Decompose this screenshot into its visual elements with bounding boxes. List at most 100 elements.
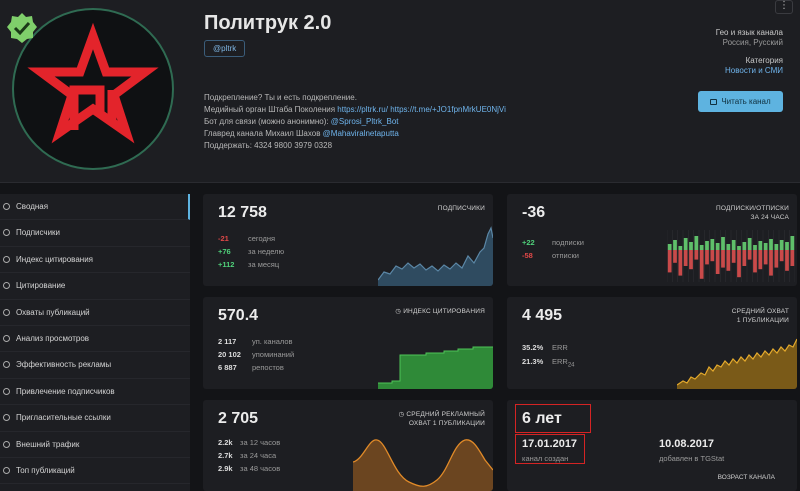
- unfollow-bar: [721, 250, 725, 268]
- follow-bar: [742, 242, 747, 250]
- stat-value: 2.9k: [218, 464, 233, 473]
- card-label-line: ОХВАТ 1 ПУБЛИКАЦИИ: [408, 420, 485, 427]
- stat-label: ERR: [552, 357, 568, 366]
- card-label-line: ◷ СРЕДНИЙ РЕКЛАМНЫЙ: [399, 410, 486, 419]
- desc-text: Медийный орган Штаба Поколения: [204, 105, 338, 114]
- card-label-line: ЗА 24 ЧАСА: [750, 214, 789, 221]
- sidebar-item-label: Привлечение подписчиков: [16, 386, 115, 396]
- follow-unfollow-bars: [667, 230, 795, 282]
- created-date: 17.01.2017: [522, 438, 578, 450]
- unfollow-bar: [710, 250, 715, 262]
- follow-bar: [694, 236, 699, 250]
- unfollow-bar: [683, 250, 688, 266]
- stat-value: +76: [218, 247, 231, 256]
- stat-label: упоминаний: [252, 350, 295, 359]
- sidebar-item-summary[interactable]: Сводная: [0, 194, 190, 221]
- created-label: канал создан: [522, 454, 569, 463]
- red-star-logo-icon: [27, 22, 159, 144]
- highlight-box-age: [515, 404, 591, 433]
- desc-line: Поддержать: 4324 9800 3979 0328: [204, 141, 333, 150]
- analysis-icon: [3, 334, 10, 342]
- stat-label: за 48 часов: [240, 464, 281, 473]
- sidebar-item-external-traffic[interactable]: Внешний трафик: [0, 432, 190, 458]
- follow-bar: [731, 240, 736, 250]
- stat-value: 2 117: [218, 337, 237, 346]
- kebab-menu-icon[interactable]: ⋮: [775, 0, 793, 14]
- sidebar-item-ad-efficiency[interactable]: Эффективность рекламы: [0, 352, 190, 379]
- card-follow-unfollow[interactable]: -36 ПОДПИСКИ/ОТПИСКИ ЗА 24 ЧАСА +22 подпис…: [507, 194, 797, 286]
- sidebar-item-views-analysis[interactable]: Анализ просмотров: [0, 326, 190, 353]
- site-link[interactable]: https://pltrk.ru/: [337, 105, 388, 114]
- card-label: СРЕДНИЙ ОХВАТ 1 ПУБЛИКАЦИИ: [732, 307, 789, 325]
- follow-bar: [678, 246, 683, 250]
- channel-avatar: [12, 8, 174, 170]
- follow-bar: [667, 244, 672, 250]
- added-date: 10.08.2017: [659, 438, 715, 450]
- subscribers-sparkline: [378, 226, 493, 286]
- bot-link[interactable]: @Sprosi_Pltrk_Bot: [330, 117, 399, 126]
- citation-step-chart: [378, 346, 493, 389]
- citation-index-value: 570.4: [218, 307, 259, 324]
- card-label-line: 1 ПУБЛИКАЦИИ: [736, 317, 789, 324]
- unfollow-bar: [737, 250, 741, 278]
- stat-label: отписки: [552, 251, 579, 260]
- sidebar-item-citation-index[interactable]: Индекс цитирования: [0, 247, 190, 274]
- stat-value: -21: [218, 234, 229, 243]
- card-label: ◷ СРЕДНИЙ РЕКЛАМНЫЙ ОХВАТ 1 ПУБЛИКАЦИИ: [399, 410, 486, 428]
- citation-index-icon: ◷: [395, 308, 404, 315]
- stat-label: за 12 часов: [240, 438, 281, 447]
- average-reach-value: 4 495: [522, 307, 563, 324]
- sidebar-item-top-posts[interactable]: Топ публикаций: [0, 458, 190, 485]
- stat-label: уп. каналов: [252, 337, 293, 346]
- card-label: ПОДПИСКИ/ОТПИСКИ ЗА 24 ЧАСА: [716, 204, 789, 222]
- stat-value: 35.2%: [522, 343, 544, 352]
- category-link[interactable]: Новости и СМИ: [725, 66, 783, 75]
- card-citation-index[interactable]: 570.4 ◷ ИНДЕКС ЦИТИРОВАНИЯ 2 117 уп. кана…: [203, 297, 493, 389]
- channel-handle-badge[interactable]: @pltrk: [204, 40, 246, 57]
- follow-bar: [715, 243, 720, 250]
- verified-badge-icon: [7, 13, 37, 43]
- editor-link[interactable]: @Mahaviralnetaputta: [322, 129, 399, 138]
- sidebar-item-reach[interactable]: Охваты публикаций: [0, 300, 190, 326]
- stat-row: +76 за неделю: [218, 247, 284, 256]
- ad-reach-value: 2 705: [218, 410, 259, 427]
- sidebar-item-invite-links[interactable]: Пригласительные ссылки: [0, 405, 190, 432]
- follow-bar: [705, 241, 709, 250]
- follow-bar: [769, 239, 773, 250]
- sidebar-item-label: Индекс цитирования: [16, 254, 94, 264]
- stat-row: 2 117 уп. каналов: [218, 337, 293, 346]
- follow-bar: [785, 242, 789, 250]
- follow-bar: [747, 238, 752, 250]
- read-channel-icon: [710, 99, 718, 105]
- sidebar-item-citing[interactable]: Цитирование: [0, 273, 190, 300]
- stat-subscript: 24: [567, 362, 575, 369]
- sidebar-item-label: Подписчики: [16, 228, 61, 238]
- sidebar-item-label: Эффективность рекламы: [16, 360, 112, 370]
- card-ad-reach[interactable]: 2 705 ◷ СРЕДНИЙ РЕКЛАМНЫЙ ОХВАТ 1 ПУБЛИКА…: [203, 400, 493, 491]
- unfollow-bar: [747, 250, 752, 260]
- desc-line: Подкрепление? Ты и есть подкрепление.: [204, 93, 357, 102]
- stat-value: 20 102: [218, 350, 241, 359]
- desc-line: Медийный орган Штаба Поколения https://p…: [204, 104, 506, 116]
- read-channel-button[interactable]: Читать канал: [698, 91, 783, 112]
- stat-label: сегодня: [248, 234, 276, 243]
- card-label-text: СРЕДНИЙ РЕКЛАМНЫЙ: [406, 411, 485, 418]
- sidebar-item-label: Цитирование: [16, 281, 66, 291]
- added-label: добавлен в TGStat: [659, 454, 725, 463]
- sidebar-item-subscribers[interactable]: Подписчики: [0, 220, 190, 247]
- unfollow-bar: [779, 250, 784, 262]
- card-average-reach[interactable]: 4 495 СРЕДНИЙ ОХВАТ 1 ПУБЛИКАЦИИ 35.2% ERR…: [507, 297, 797, 389]
- stat-row: -21 сегодня: [218, 234, 275, 243]
- stat-row: 21.3% ERR24: [522, 357, 575, 369]
- sidebar-item-label: Сводная: [16, 202, 49, 211]
- invite-link[interactable]: https://t.me/+JO1fpnMrkUE0NjVi: [390, 105, 506, 114]
- unfollow-bar: [753, 250, 757, 273]
- follow-bar: [779, 240, 784, 250]
- card-subscribers[interactable]: 12 758 ПОДПИСЧИКИ -21 сегодня +76 за недел…: [203, 194, 493, 286]
- citation-icon: [3, 255, 10, 263]
- unfollow-bar: [667, 250, 672, 273]
- card-channel-age[interactable]: 6 лет 17.01.2017 канал создан 10.08.2017…: [507, 400, 797, 491]
- stat-label: ERR: [552, 343, 568, 352]
- geo-value: Россия, Русский: [722, 38, 783, 47]
- sidebar-item-acquisition[interactable]: Привлечение подписчиков: [0, 379, 190, 406]
